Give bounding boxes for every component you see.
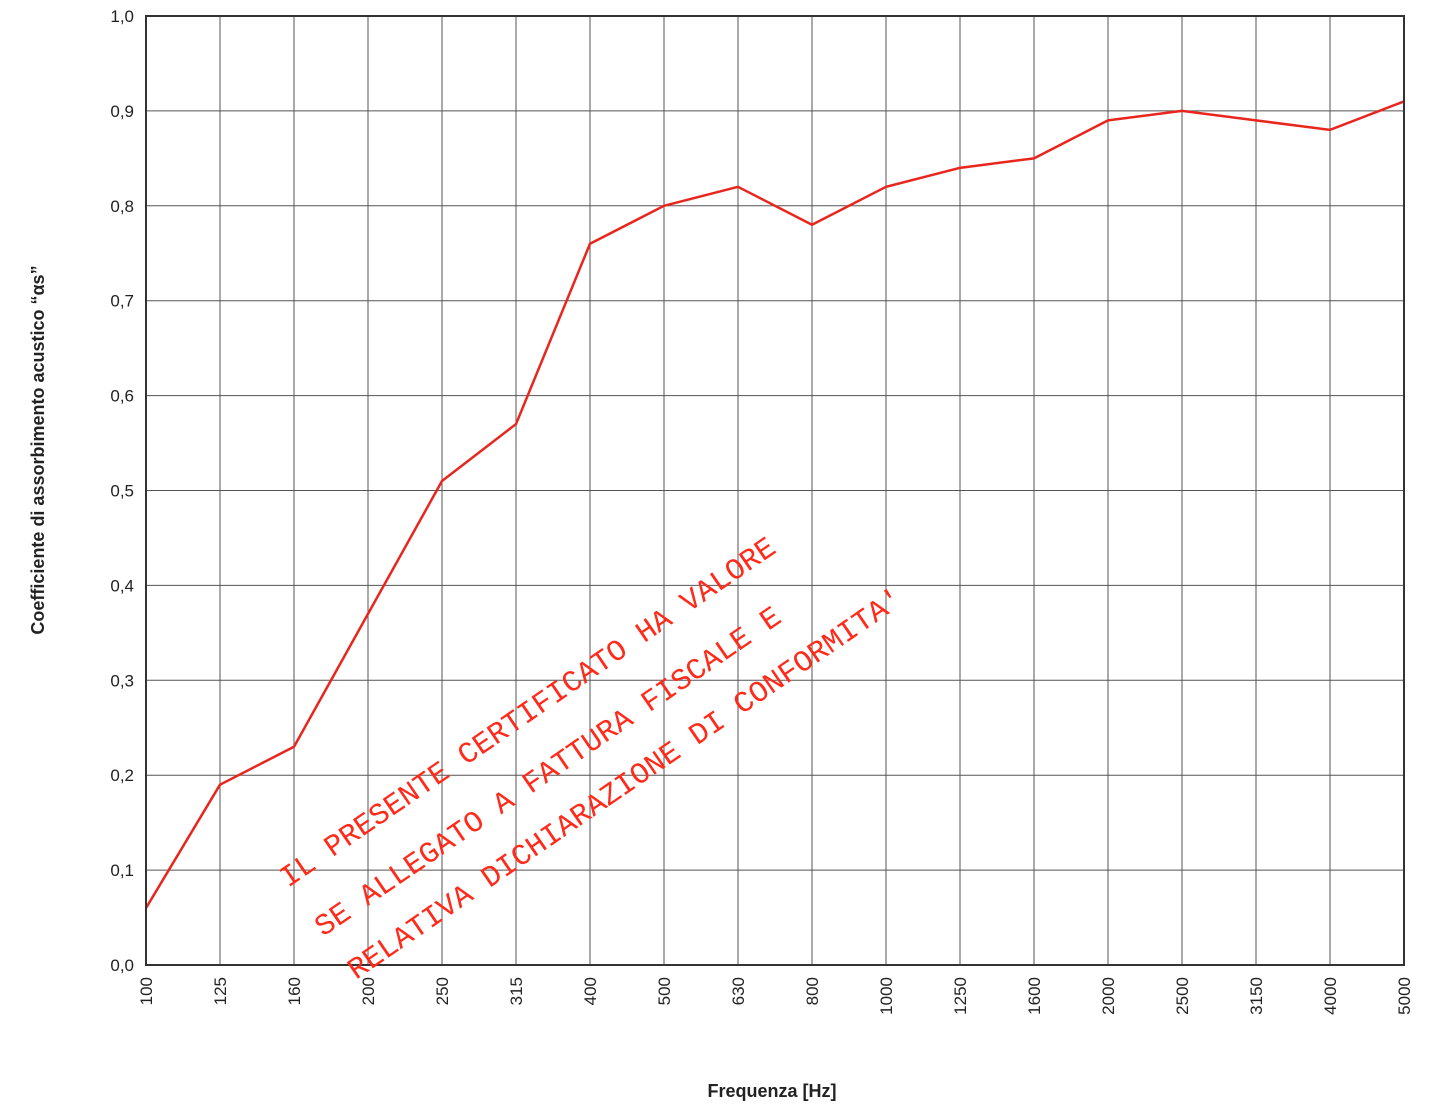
y-tick-label: 0,8 bbox=[110, 197, 134, 216]
x-tick-label: 3150 bbox=[1247, 977, 1266, 1015]
y-tick-label: 0,4 bbox=[110, 576, 134, 595]
x-tick-label: 125 bbox=[211, 977, 230, 1005]
x-tick-label: 100 bbox=[137, 977, 156, 1005]
x-tick-labels: 100 125 160 200 250 315 400 500 630 800 1000 1250 16… bbox=[137, 977, 1414, 1015]
x-tick-label: 2500 bbox=[1173, 977, 1192, 1015]
x-tick-label: 630 bbox=[729, 977, 748, 1005]
y-tick-label: 0,7 bbox=[110, 292, 134, 311]
x-tick-label: 5000 bbox=[1395, 977, 1414, 1015]
x-tick-label: 1000 bbox=[877, 977, 896, 1015]
x-tick-label: 315 bbox=[507, 977, 526, 1005]
watermark-line: SE ALLEGATO A FATTURA FISCALE E bbox=[309, 601, 788, 945]
y-tick-label: 0,9 bbox=[110, 102, 134, 121]
y-axis-label: Coefficiente di assorbimento acustico “α… bbox=[28, 265, 48, 634]
y-tick-label: 1,0 bbox=[110, 7, 134, 26]
x-axis-label: Frequenza [Hz] bbox=[707, 1081, 836, 1101]
y-tick-label: 0,3 bbox=[110, 671, 134, 690]
x-tick-label: 160 bbox=[285, 977, 304, 1005]
y-tick-labels: 0,0 0,1 0,2 0,3 0,4 0,5 0,6 0,7 0,8 0,9 1,0 bbox=[110, 7, 134, 975]
series-line bbox=[144, 100, 1405, 909]
grid bbox=[145, 15, 1405, 966]
y-tick-label: 0,0 bbox=[110, 956, 134, 975]
x-tick-label: 1250 bbox=[951, 977, 970, 1015]
x-tick-label: 250 bbox=[433, 977, 452, 1005]
y-tick-label: 0,6 bbox=[110, 387, 134, 406]
x-tick-label: 1600 bbox=[1025, 977, 1044, 1015]
x-tick-label: 500 bbox=[655, 977, 674, 1005]
y-tick-label: 0,2 bbox=[110, 766, 134, 785]
x-tick-label: 800 bbox=[803, 977, 822, 1005]
series-layer: 100: 0.06125: 0.19160: 0.23200: 0.37250:… bbox=[144, 100, 1405, 909]
x-tick-label: 200 bbox=[359, 977, 378, 1005]
y-tick-label: 0,1 bbox=[110, 861, 134, 880]
y-tick-label: 0,5 bbox=[110, 482, 134, 501]
x-tick-label: 4000 bbox=[1321, 977, 1340, 1015]
plot-area-border bbox=[145, 15, 1405, 966]
x-tick-label: 2000 bbox=[1099, 977, 1118, 1015]
x-tick-label: 400 bbox=[581, 977, 600, 1005]
